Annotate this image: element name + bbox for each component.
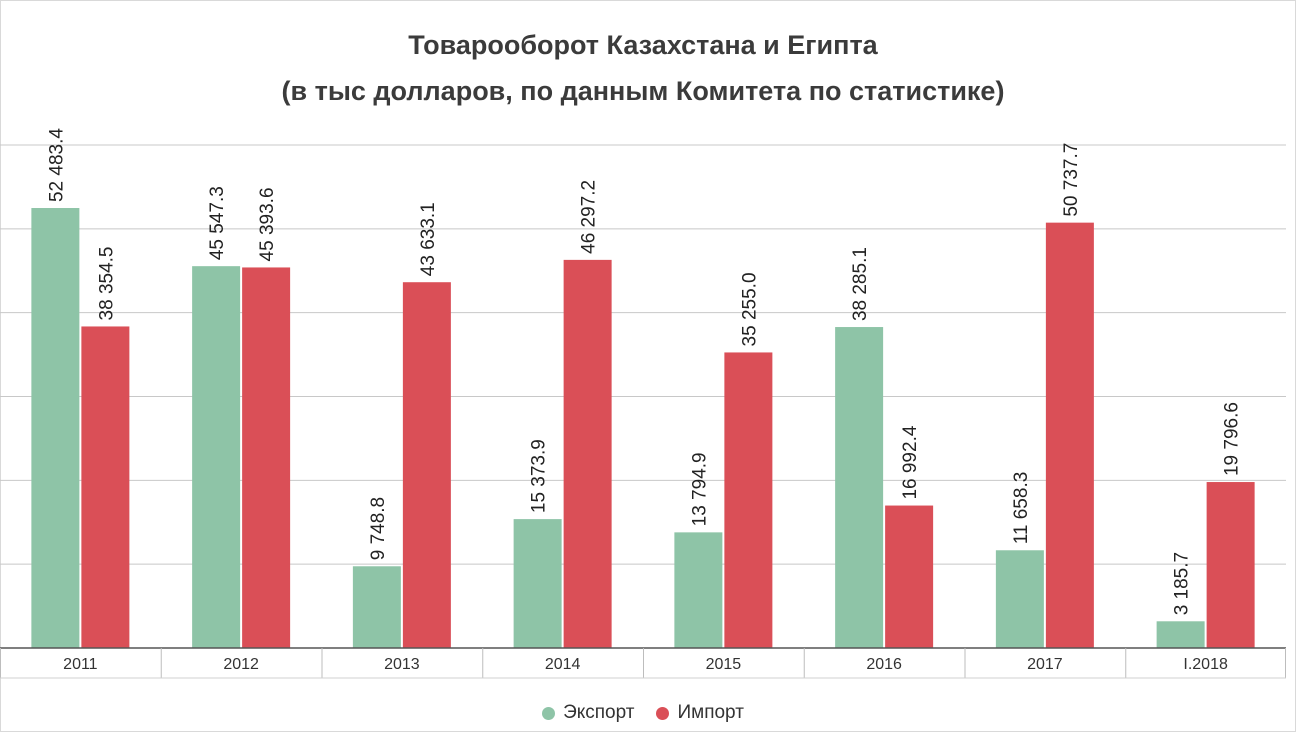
bar-import xyxy=(402,282,451,648)
data-label: 9 748.8 xyxy=(368,497,389,560)
x-tick-label: 2012 xyxy=(223,656,259,673)
bar-export xyxy=(1156,621,1205,648)
data-label: 52 483.4 xyxy=(46,128,67,202)
bar-export xyxy=(192,266,241,648)
bar-import xyxy=(563,259,612,648)
data-label: 46 297.2 xyxy=(579,180,600,254)
data-label: 43 633.1 xyxy=(418,202,439,276)
bar-export xyxy=(352,566,401,648)
bar-import xyxy=(724,352,773,648)
data-label: 50 737.7 xyxy=(1061,143,1082,217)
chart-title: Товарооборот Казахстана и Египта xyxy=(408,30,878,60)
bar-export xyxy=(835,327,884,648)
bar-import xyxy=(885,505,934,648)
legend-swatch-import xyxy=(656,706,670,720)
x-tick-label: 2013 xyxy=(384,656,420,673)
data-label: 38 285.1 xyxy=(850,247,871,321)
bar-export xyxy=(995,550,1044,648)
data-label: 13 794.9 xyxy=(689,452,710,526)
bar-import xyxy=(1045,222,1094,649)
data-label: 35 255.0 xyxy=(739,272,760,346)
data-label: 16 992.4 xyxy=(900,425,921,499)
bar-chart: 52 483.4 45 547.3 9 748.8 15 373.9 13 794.9 3… xyxy=(0,128,1286,679)
bar-import xyxy=(81,326,130,648)
data-label: 45 393.6 xyxy=(257,187,278,261)
legend-label-import: Импорт xyxy=(677,702,744,723)
x-tick-label: 2011 xyxy=(63,656,98,673)
legend: Экспорт Импорт xyxy=(0,702,1286,724)
data-label: 3 185.7 xyxy=(1172,552,1193,615)
x-tick-label: 2017 xyxy=(1027,656,1063,673)
legend-label-export: Экспорт xyxy=(563,702,635,723)
bar-export xyxy=(31,208,80,648)
chart-title-block: Товарооборот Казахстана и Египта (в тыс … xyxy=(0,22,1286,114)
data-label: 11 658.3 xyxy=(1011,472,1032,545)
x-tick-label: I.2018 xyxy=(1183,656,1228,673)
legend-item-export: Экспорт xyxy=(542,702,634,724)
data-label: 38 354.5 xyxy=(96,246,117,320)
data-label: 19 796.6 xyxy=(1222,402,1243,476)
bar-import xyxy=(242,267,291,648)
x-tick-label: 2015 xyxy=(706,656,742,673)
legend-item-import: Импорт xyxy=(656,702,744,724)
x-tick-label: 2016 xyxy=(866,656,902,673)
chart-subtitle: (в тыс долларов, по данным Комитета по с… xyxy=(281,76,1005,106)
bar-export xyxy=(674,532,723,648)
x-tick-label: 2014 xyxy=(545,656,581,673)
bar-import xyxy=(1206,482,1255,648)
data-label: 15 373.9 xyxy=(529,439,550,513)
data-label: 45 547.3 xyxy=(207,186,228,260)
bar-export xyxy=(513,519,562,648)
legend-swatch-export xyxy=(542,706,556,720)
